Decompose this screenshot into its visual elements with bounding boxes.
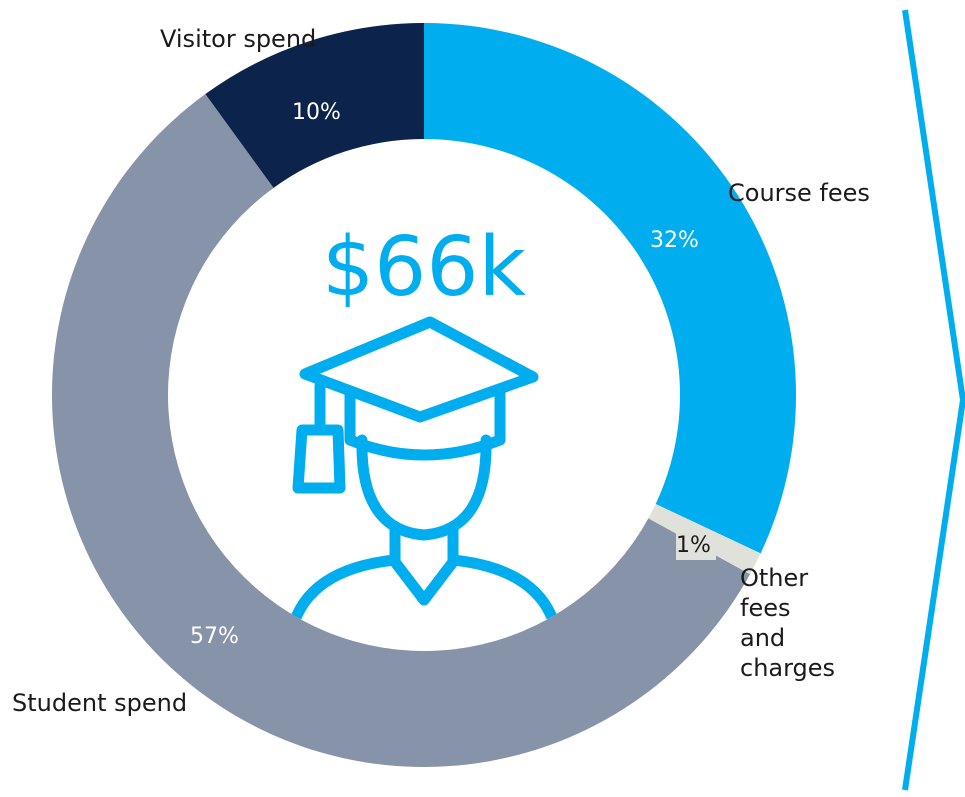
donut-segment (52, 94, 750, 768)
graduate-icon (284, 316, 564, 646)
donut-segment (205, 23, 424, 188)
value-label: 1% (676, 533, 711, 558)
category-label: Visitor spend (160, 25, 317, 53)
donut-segment (424, 23, 796, 554)
value-label: 57% (190, 624, 239, 649)
category-label: Course fees (728, 179, 870, 207)
value-label: 32% (650, 228, 699, 253)
value-label: 10% (292, 100, 341, 125)
category-label: Other fees and charges (740, 564, 836, 682)
center-label: $66k (322, 220, 526, 315)
category-label: Student spend (12, 689, 188, 717)
label-bg (676, 532, 716, 560)
chevron (902, 9, 965, 791)
